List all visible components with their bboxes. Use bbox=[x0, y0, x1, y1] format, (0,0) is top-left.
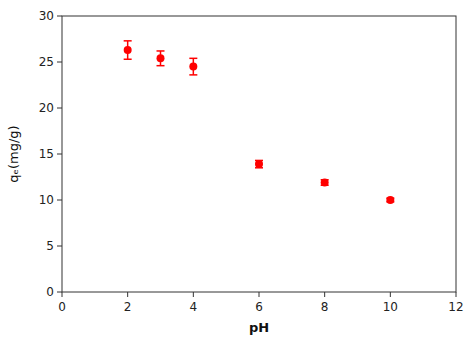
error-bar bbox=[157, 51, 165, 66]
y-tick bbox=[57, 292, 62, 293]
x-tick-label: 0 bbox=[58, 300, 66, 314]
y-tick bbox=[57, 200, 62, 201]
y-axis: 0 5 10 15 20 25 30 bbox=[39, 9, 62, 299]
point bbox=[321, 179, 329, 187]
y-tick-label: 25 bbox=[39, 55, 54, 69]
series bbox=[124, 41, 395, 204]
x-axis: 0 2 4 6 8 10 12 bbox=[58, 292, 463, 314]
error-bar bbox=[189, 58, 197, 75]
chart-container: 0 2 4 6 8 10 12 0 5 10 15 20 25 30 pH qₑ(mg/g) bbox=[0, 0, 474, 344]
error-bar bbox=[255, 160, 263, 167]
x-tick bbox=[324, 292, 325, 297]
y-tick bbox=[57, 62, 62, 63]
x-tick-label: 12 bbox=[448, 300, 463, 314]
point bbox=[255, 160, 263, 168]
plot-frame bbox=[62, 16, 456, 292]
y-tick bbox=[57, 108, 62, 109]
x-tick bbox=[390, 292, 391, 297]
error-bar bbox=[124, 41, 132, 59]
x-tick bbox=[456, 292, 457, 297]
x-axis-label: pH bbox=[249, 320, 269, 335]
y-tick-label: 15 bbox=[39, 147, 54, 161]
point bbox=[157, 54, 165, 62]
y-tick-label: 5 bbox=[46, 239, 54, 253]
x-tick bbox=[259, 292, 260, 297]
point bbox=[124, 46, 132, 54]
x-tick bbox=[62, 292, 63, 297]
x-tick-label: 4 bbox=[190, 300, 198, 314]
x-tick bbox=[193, 292, 194, 297]
y-tick bbox=[57, 154, 62, 155]
point bbox=[386, 196, 394, 204]
x-tick-label: 8 bbox=[321, 300, 329, 314]
point bbox=[189, 63, 197, 71]
y-tick bbox=[57, 246, 62, 247]
y-tick-label: 20 bbox=[39, 101, 54, 115]
y-tick-label: 30 bbox=[39, 9, 54, 23]
y-tick-label: 0 bbox=[46, 285, 54, 299]
y-tick bbox=[57, 16, 62, 17]
y-tick-label: 10 bbox=[39, 193, 54, 207]
x-tick-label: 10 bbox=[383, 300, 398, 314]
x-tick bbox=[127, 292, 128, 297]
chart-svg: 0 2 4 6 8 10 12 0 5 10 15 20 25 30 pH qₑ(mg/g) bbox=[0, 0, 474, 344]
x-tick-label: 6 bbox=[255, 300, 263, 314]
x-tick-label: 2 bbox=[124, 300, 132, 314]
y-axis-label: qₑ(mg/g) bbox=[6, 125, 21, 182]
